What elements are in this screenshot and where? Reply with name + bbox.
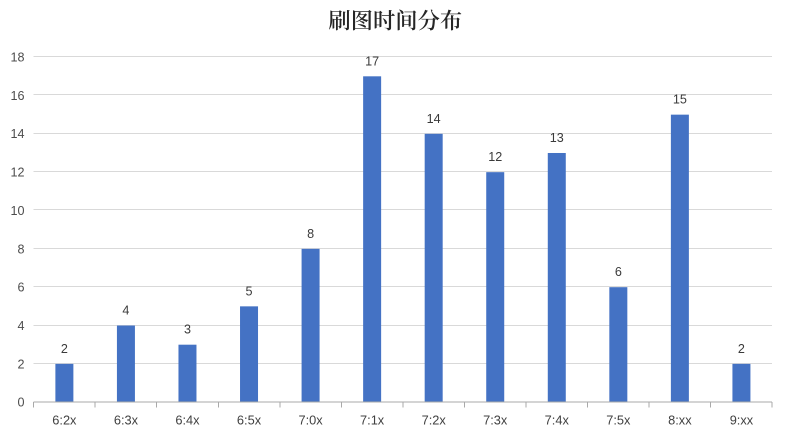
svg-text:12: 12 bbox=[10, 166, 24, 180]
svg-text:4: 4 bbox=[122, 304, 129, 318]
svg-text:7:2x: 7:2x bbox=[422, 412, 447, 427]
svg-text:6:2x: 6:2x bbox=[52, 412, 77, 427]
svg-text:12: 12 bbox=[488, 150, 502, 164]
svg-text:9:xx: 9:xx bbox=[730, 412, 754, 427]
svg-text:2: 2 bbox=[738, 342, 745, 356]
svg-text:8: 8 bbox=[17, 242, 24, 256]
svg-text:14: 14 bbox=[10, 127, 24, 141]
svg-text:13: 13 bbox=[550, 131, 564, 145]
svg-text:10: 10 bbox=[10, 204, 24, 218]
svg-text:18: 18 bbox=[10, 51, 24, 65]
svg-text:8: 8 bbox=[307, 227, 314, 241]
svg-text:5: 5 bbox=[246, 284, 253, 298]
svg-text:15: 15 bbox=[673, 93, 687, 107]
svg-text:7:3x: 7:3x bbox=[483, 412, 508, 427]
svg-text:7:4x: 7:4x bbox=[545, 412, 570, 427]
svg-text:3: 3 bbox=[184, 323, 191, 337]
svg-text:7:1x: 7:1x bbox=[360, 412, 385, 427]
svg-text:7:0x: 7:0x bbox=[298, 412, 323, 427]
svg-text:6:5x: 6:5x bbox=[237, 412, 262, 427]
svg-text:8:xx: 8:xx bbox=[668, 412, 692, 427]
svg-text:0: 0 bbox=[17, 396, 24, 410]
svg-text:16: 16 bbox=[10, 89, 24, 103]
svg-text:14: 14 bbox=[427, 112, 441, 126]
svg-text:6:3x: 6:3x bbox=[114, 412, 139, 427]
svg-text:2: 2 bbox=[61, 342, 68, 356]
svg-text:7:5x: 7:5x bbox=[606, 412, 631, 427]
svg-text:6: 6 bbox=[615, 265, 622, 279]
svg-text:4: 4 bbox=[17, 319, 24, 333]
svg-text:2: 2 bbox=[17, 357, 24, 371]
svg-text:6:4x: 6:4x bbox=[175, 412, 200, 427]
svg-text:17: 17 bbox=[365, 54, 379, 68]
svg-text:6: 6 bbox=[17, 281, 24, 295]
